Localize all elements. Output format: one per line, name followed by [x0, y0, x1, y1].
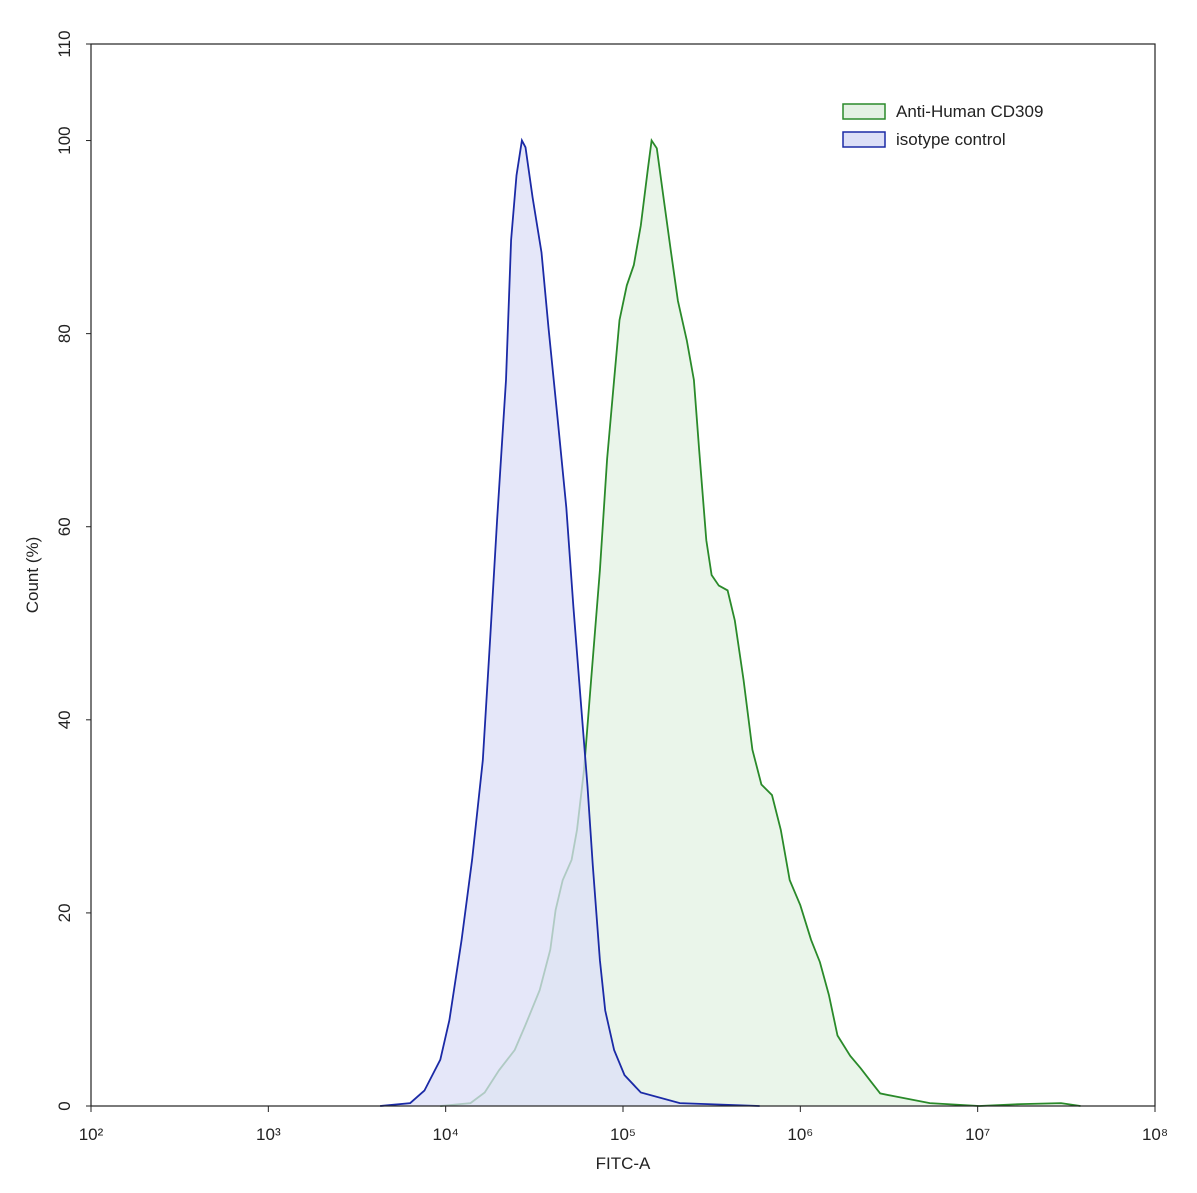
x-axis-label: FITC-A	[596, 1154, 651, 1173]
series-area	[380, 140, 760, 1106]
series-line	[380, 137, 760, 1107]
x-tick-label: 10⁶	[787, 1125, 813, 1144]
x-tick-label: 10²	[79, 1125, 104, 1144]
y-tick-label: 0	[55, 1101, 74, 1110]
x-tick-label: 10³	[256, 1125, 281, 1144]
x-tick-label: 10⁷	[965, 1125, 990, 1144]
y-tick-label: 20	[55, 903, 74, 922]
y-tick-label: 110	[55, 30, 74, 57]
series-area	[440, 140, 1081, 1106]
legend-label: Anti-Human CD309	[896, 102, 1043, 121]
y-tick-label: 100	[55, 126, 74, 154]
legend-swatch	[842, 131, 886, 148]
legend-label: isotype control	[896, 130, 1006, 149]
x-tick-label: 10⁸	[1142, 1125, 1168, 1144]
y-tick-label: 60	[55, 517, 74, 536]
legend-swatch	[842, 103, 886, 120]
y-tick-label: 80	[55, 324, 74, 343]
x-tick-label: 10⁴	[433, 1125, 459, 1144]
y-tick-label: 40	[55, 710, 74, 729]
x-tick-label: 10⁵	[610, 1125, 636, 1144]
y-axis-label: Count (%)	[23, 537, 42, 614]
